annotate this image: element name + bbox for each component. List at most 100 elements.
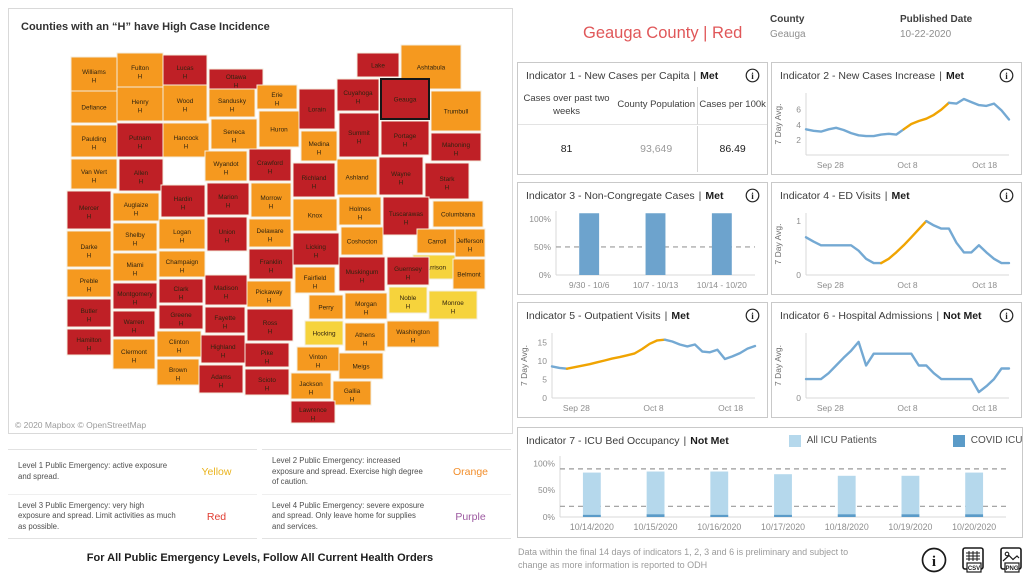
county-scioto[interactable]: Scioto H bbox=[244, 368, 290, 396]
county-champaign[interactable]: Champaign H bbox=[158, 250, 206, 278]
county-highland[interactable]: Highland H bbox=[200, 334, 246, 364]
county-geauga[interactable]: Geauga bbox=[380, 78, 430, 120]
county-richland[interactable]: Richland H bbox=[292, 162, 336, 198]
county-monroe[interactable]: Monroe H bbox=[428, 290, 478, 320]
county-darke[interactable]: Darke H bbox=[66, 230, 112, 268]
county-mercer[interactable]: Mercer H bbox=[66, 190, 112, 230]
download-csv-icon[interactable]: CSV bbox=[960, 546, 986, 579]
county-union[interactable]: Union H bbox=[206, 216, 248, 252]
county-montgomery[interactable]: Montgomery H bbox=[112, 282, 158, 310]
county-erie[interactable]: Erie H bbox=[256, 84, 298, 110]
county-carroll[interactable]: Carroll bbox=[416, 228, 458, 254]
county-meigs[interactable]: Meigs bbox=[338, 352, 384, 380]
info-icon[interactable]: i bbox=[745, 308, 760, 323]
county-clark[interactable]: Clark H bbox=[158, 278, 204, 304]
info-icon[interactable]: i bbox=[999, 68, 1014, 83]
county-seneca[interactable]: Seneca H bbox=[210, 118, 258, 150]
county-coshocton[interactable]: Coshocton bbox=[340, 226, 384, 256]
county-warren[interactable]: Warren H bbox=[112, 310, 156, 338]
county-jefferson[interactable]: Jefferson H bbox=[454, 228, 486, 258]
svg-text:1: 1 bbox=[796, 216, 801, 226]
county-clermont[interactable]: Clermont H bbox=[112, 338, 156, 370]
county-putnam[interactable]: Putnam H bbox=[116, 122, 164, 158]
county-cuyahoga[interactable]: Cuyahoga H bbox=[336, 78, 380, 112]
county-washington[interactable]: Washington H bbox=[386, 320, 440, 348]
county-athens[interactable]: Athens H bbox=[344, 322, 386, 352]
county-logan[interactable]: Logan H bbox=[158, 218, 206, 250]
county-delaware[interactable]: Delaware H bbox=[248, 218, 292, 248]
county-summit[interactable]: Summit H bbox=[338, 112, 380, 158]
county-clinton[interactable]: Clinton H bbox=[156, 330, 202, 358]
county-wayne[interactable]: Wayne H bbox=[378, 156, 424, 196]
county-filter-value[interactable]: Geauga bbox=[770, 29, 806, 40]
county-ottawa[interactable]: Ottawa H bbox=[208, 68, 264, 90]
info-icon[interactable]: i bbox=[999, 308, 1014, 323]
county-lorain[interactable]: Lorain bbox=[298, 88, 336, 130]
info-icon[interactable]: i bbox=[745, 68, 760, 83]
ohio-county-map[interactable]: Williams H Fulton H Lucas H Ottawa H Lake Ashtabu… bbox=[9, 13, 512, 427]
county-brown[interactable]: Brown H bbox=[156, 358, 200, 386]
county-pickaway[interactable]: Pickaway H bbox=[246, 280, 292, 308]
county-marion[interactable]: Marion H bbox=[206, 182, 250, 216]
county-williams[interactable]: Williams H bbox=[70, 56, 118, 92]
county-madison[interactable]: Madison H bbox=[204, 274, 248, 306]
county-belmont[interactable]: Belmont bbox=[452, 258, 486, 290]
county-holmes[interactable]: Holmes H bbox=[338, 196, 382, 226]
county-greene[interactable]: Greene H bbox=[158, 304, 204, 330]
county-perry[interactable]: Perry bbox=[308, 294, 344, 320]
svg-text:Carroll: Carroll bbox=[428, 239, 447, 246]
county-jackson[interactable]: Jackson H bbox=[290, 372, 332, 400]
county-licking[interactable]: Licking H bbox=[292, 232, 340, 266]
county-defiance[interactable]: Defiance bbox=[70, 90, 118, 124]
svg-text:Van Wert: Van Wert bbox=[81, 169, 107, 176]
county-morrow[interactable]: Morrow H bbox=[250, 182, 292, 218]
county-auglaize[interactable]: Auglaize H bbox=[112, 192, 160, 222]
county-morgan[interactable]: Morgan H bbox=[344, 292, 388, 320]
download-png-icon[interactable]: PNG bbox=[998, 546, 1024, 579]
county-sandusky[interactable]: Sandusky H bbox=[208, 88, 256, 118]
county-portage[interactable]: Portage H bbox=[380, 120, 430, 156]
county-fayette[interactable]: Fayette H bbox=[204, 306, 246, 334]
county-wyandot[interactable]: Wyandot H bbox=[204, 150, 248, 182]
county-wood[interactable]: Wood H bbox=[162, 84, 208, 122]
county-hamilton[interactable]: Hamilton H bbox=[66, 328, 112, 356]
county-knox[interactable]: Knox bbox=[292, 198, 338, 232]
info-icon[interactable]: i bbox=[745, 188, 760, 203]
county-lake[interactable]: Lake bbox=[356, 52, 400, 78]
county-mahoning[interactable]: Mahoning H bbox=[430, 132, 482, 162]
county-hocking[interactable]: Hocking bbox=[304, 320, 344, 346]
county-pike[interactable]: Pike H bbox=[244, 342, 290, 368]
county-lawrence[interactable]: Lawrence H bbox=[290, 400, 336, 424]
county-stark[interactable]: Stark H bbox=[424, 162, 470, 200]
county-van-wert[interactable]: Van Wert H bbox=[70, 158, 118, 190]
county-hancock[interactable]: Hancock H bbox=[162, 122, 210, 158]
county-preble[interactable]: Preble H bbox=[66, 268, 112, 298]
county-henry[interactable]: Henry H bbox=[116, 86, 164, 122]
county-fulton[interactable]: Fulton H bbox=[116, 52, 164, 88]
county-noble[interactable]: Noble H bbox=[388, 286, 428, 314]
county-miami[interactable]: Miami H bbox=[112, 252, 158, 282]
county-franklin[interactable]: Franklin H bbox=[248, 248, 294, 280]
county-hardin[interactable]: Hardin H bbox=[160, 184, 206, 218]
county-crawford[interactable]: Crawford H bbox=[248, 148, 292, 182]
county-ashland[interactable]: Ashland bbox=[336, 158, 378, 196]
county-vinton[interactable]: Vinton H bbox=[296, 346, 340, 372]
county-fairfield[interactable]: Fairfield H bbox=[294, 266, 336, 294]
county-allen[interactable]: Allen H bbox=[118, 158, 164, 192]
county-muskingum[interactable]: Muskingum H bbox=[338, 256, 386, 292]
county-butler[interactable]: Butler H bbox=[66, 298, 112, 328]
county-lucas[interactable]: Lucas H bbox=[162, 54, 208, 86]
county-columbiana[interactable]: Columbiana bbox=[432, 200, 484, 228]
county-adams[interactable]: Adams H bbox=[198, 364, 244, 394]
county-shelby[interactable]: Shelby H bbox=[112, 222, 158, 252]
county-guernsey[interactable]: Guernsey H bbox=[386, 256, 430, 286]
county-filter[interactable]: County Geauga bbox=[770, 14, 806, 40]
county-medina[interactable]: Medina H bbox=[300, 130, 338, 162]
county-huron[interactable]: Huron bbox=[258, 110, 300, 148]
info-icon[interactable]: i bbox=[999, 188, 1014, 203]
county-ross[interactable]: Ross H bbox=[246, 308, 294, 342]
info-icon[interactable]: i bbox=[920, 546, 948, 579]
county-gallia[interactable]: Gallia H bbox=[332, 380, 372, 406]
county-paulding[interactable]: Paulding H bbox=[70, 124, 118, 158]
county-trumbull[interactable]: Trumbull bbox=[430, 90, 482, 132]
